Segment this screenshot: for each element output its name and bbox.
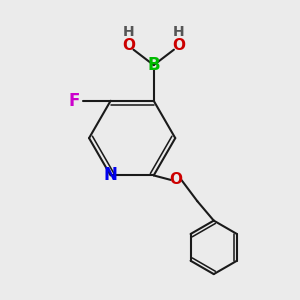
Text: B: B [147,56,160,74]
Text: H: H [123,25,134,38]
Text: H: H [173,25,185,38]
Text: F: F [69,92,80,110]
Text: N: N [104,167,118,184]
Text: O: O [169,172,182,188]
Text: O: O [172,38,185,53]
Text: O: O [122,38,135,53]
